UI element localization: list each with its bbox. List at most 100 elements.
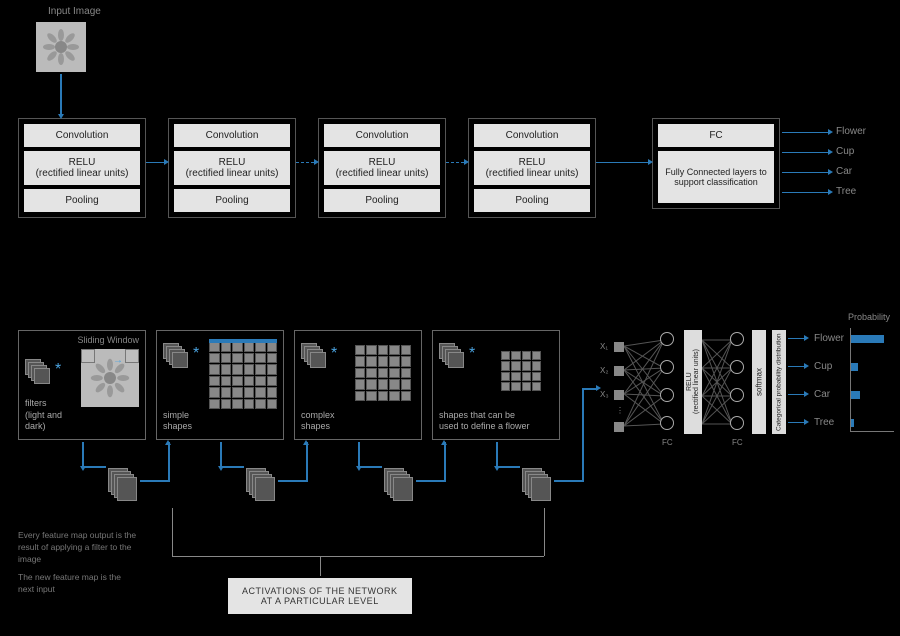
- neuron-icon: [660, 332, 674, 346]
- prob-output-label: Flower: [814, 333, 844, 344]
- prob-output-label: Car: [814, 389, 830, 400]
- prob-bar: [851, 419, 854, 427]
- cell: RELU (rectified linear units): [324, 151, 440, 185]
- note-text: The new feature map is the next input: [18, 572, 138, 596]
- arrow-head-icon: [804, 363, 809, 369]
- input-node-icon: [614, 366, 624, 376]
- conv-star-icon: *: [469, 345, 475, 363]
- prob-output-label: Cup: [814, 361, 832, 372]
- prob-title: Probability: [848, 312, 890, 322]
- activations-label: ACTIVATIONS OF THE NETWORK AT A PARTICUL…: [228, 578, 412, 614]
- conv-block-1: Convolution RELU (rectified linear units…: [18, 118, 146, 218]
- feature-grid: [355, 345, 411, 401]
- arrow-icon: [306, 442, 308, 482]
- x-label: X₁: [600, 342, 608, 351]
- cell: FC: [658, 124, 774, 147]
- conv-star-icon: *: [55, 361, 61, 379]
- arrow-icon: [496, 466, 520, 468]
- note-text: Every feature map output is the result o…: [18, 530, 138, 566]
- arrow-head-icon: [804, 335, 809, 341]
- arrow-head-icon: [303, 440, 309, 445]
- arrow-icon: [82, 466, 106, 468]
- feature-box-3: * complex shapes: [294, 330, 422, 440]
- neuron-icon: [730, 388, 744, 402]
- bracket-line: [320, 556, 321, 576]
- input-image: [36, 22, 86, 72]
- slide-bar-icon: [209, 339, 277, 343]
- feature-box-1: Sliding Window * → filters (light and da…: [18, 330, 146, 440]
- neuron-icon: [660, 416, 674, 430]
- arrow-icon: [168, 442, 170, 482]
- arrow-head-icon: [804, 419, 809, 425]
- cell: Pooling: [324, 189, 440, 212]
- arrow-icon: [358, 466, 382, 468]
- cell: Convolution: [174, 124, 290, 147]
- prob-axis: [850, 328, 894, 432]
- fc-block: FC Fully Connected layers to support cla…: [652, 118, 780, 209]
- dots-icon: ⋮: [616, 406, 624, 415]
- input-image-label: Input Image: [48, 6, 101, 17]
- input-node-icon: [614, 342, 624, 352]
- cell: Pooling: [174, 189, 290, 212]
- input-node-icon: [614, 390, 624, 400]
- x-label: X₂: [600, 366, 608, 375]
- output-label: Flower: [836, 126, 866, 137]
- output-label: Tree: [836, 186, 856, 197]
- cell: Fully Connected layers to support classi…: [658, 151, 774, 203]
- prob-bar: [851, 391, 860, 399]
- feature-label: shapes that can be used to define a flow…: [439, 410, 553, 433]
- feature-label: filters (light and dark): [25, 398, 95, 433]
- arrow-icon: [582, 388, 584, 482]
- feature-grid: [209, 341, 277, 409]
- fc-text: FC: [732, 438, 743, 447]
- sliding-window-icon: [125, 349, 139, 363]
- fc-text: FC: [662, 438, 673, 447]
- conv-star-icon: *: [331, 345, 337, 363]
- prob-bar: [851, 335, 884, 343]
- arrow-head-icon: [165, 440, 171, 445]
- conv-block-3: Convolution RELU (rectified linear units…: [318, 118, 446, 218]
- cell: Convolution: [474, 124, 590, 147]
- prob-bar: [851, 363, 858, 371]
- fc-diagram: X₁ X₂ X₃ ⋮ FC RELU (rectified linear uni…: [600, 330, 830, 460]
- cell: Convolution: [24, 124, 140, 147]
- neuron-icon: [730, 416, 744, 430]
- feature-box-2: * simple shapes: [156, 330, 284, 440]
- arrow-icon: [554, 480, 584, 482]
- bracket-line: [172, 556, 544, 557]
- x-label: X₃: [600, 390, 609, 399]
- network-lines-icon: [624, 336, 664, 436]
- feature-label: complex shapes: [301, 410, 371, 433]
- relu-bar: RELU (rectified linear units): [684, 330, 702, 434]
- arrow-icon: [416, 480, 446, 482]
- feature-box-4: * shapes that can be used to define a fl…: [432, 330, 560, 440]
- sw-arrow-icon: →: [113, 355, 123, 366]
- cell: RELU (rectified linear units): [474, 151, 590, 185]
- arrow-head-icon: [804, 391, 809, 397]
- cell: Pooling: [24, 189, 140, 212]
- input-node-icon: [614, 422, 624, 432]
- arrow-icon: [140, 480, 170, 482]
- neuron-icon: [660, 360, 674, 374]
- prob-output-label: Tree: [814, 417, 834, 428]
- output-label: Car: [836, 166, 852, 177]
- neuron-icon: [730, 332, 744, 346]
- conv-star-icon: *: [193, 345, 199, 363]
- neuron-icon: [730, 360, 744, 374]
- bracket-line: [544, 508, 545, 556]
- cell: RELU (rectified linear units): [24, 151, 140, 185]
- cell: RELU (rectified linear units): [174, 151, 290, 185]
- feature-label: simple shapes: [163, 410, 233, 433]
- arrow-head-icon: [441, 440, 447, 445]
- arrow-icon: [278, 480, 308, 482]
- network-lines-icon: [702, 336, 732, 436]
- cell: Convolution: [324, 124, 440, 147]
- bracket-line: [172, 508, 173, 556]
- feature-grid: [501, 351, 541, 391]
- softmax-bar: softmax: [752, 330, 766, 434]
- conv-block-2: Convolution RELU (rectified linear units…: [168, 118, 296, 218]
- cell: Pooling: [474, 189, 590, 212]
- neuron-icon: [660, 388, 674, 402]
- sliding-window-icon: [81, 349, 95, 363]
- conv-block-4: Convolution RELU (rectified linear units…: [468, 118, 596, 218]
